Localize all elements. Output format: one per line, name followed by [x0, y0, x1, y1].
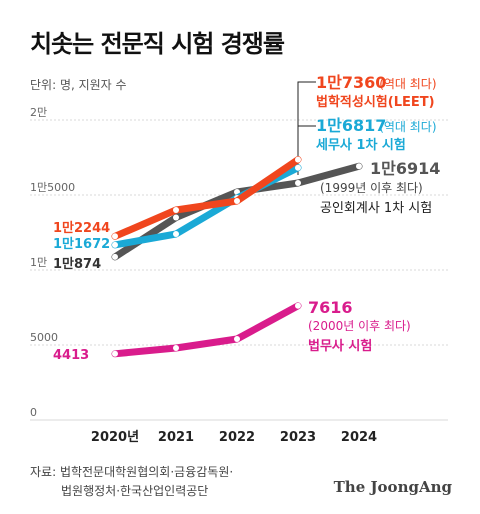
y-tick-label: 0: [30, 406, 37, 419]
data-point: [356, 163, 362, 170]
unit-label: 단위: 명, 지원자 수: [30, 78, 127, 92]
y-tick-label: 5000: [30, 331, 58, 344]
x-tick-label: 2023: [280, 430, 316, 445]
series-name-label: 법무사 시험: [308, 338, 372, 354]
data-point: [173, 345, 179, 351]
x-tick-label: 2020년: [91, 430, 139, 445]
y-tick-label: 1만5000: [30, 181, 75, 194]
data-point: [173, 231, 179, 237]
y-tick-label: 1만: [30, 256, 47, 269]
series-name-label: 세무사 1차 시험: [316, 137, 406, 153]
start-value-label: 1만2244: [53, 220, 110, 236]
data-point: [173, 214, 179, 221]
end-value-label: 1만7360: [316, 73, 386, 92]
data-point: [112, 233, 118, 240]
y-tick-label: 2만: [30, 106, 47, 119]
source-line-1: 자료: 법학전문대학원협의회·금융감독원·: [30, 465, 234, 479]
end-note-label: (역대 최다): [379, 120, 436, 134]
start-value-label: 4413: [53, 348, 89, 363]
end-note-label: (2000년 이후 최다): [308, 319, 411, 333]
grid: 0 5000 1만 1만5000 2만 2020년 2021 2022 2023 2024: [30, 81, 448, 445]
end-value-label: 7616: [308, 298, 353, 317]
chart-title: 치솟는 전문직 시험 경쟁률: [30, 30, 285, 58]
end-value-label: 1만6914: [370, 159, 440, 178]
series-lines: [111, 156, 363, 358]
data-point: [295, 180, 301, 186]
data-point: [234, 198, 240, 204]
data-point: [112, 241, 118, 248]
series-name-label: 공인회계사 1차 시험: [320, 201, 432, 216]
source-line-2: 법원행정처·한국산업인력공단: [61, 484, 209, 498]
leader-line: [297, 81, 316, 160]
end-note-label: (1999년 이후 최다): [320, 181, 423, 195]
x-tick-label: 2021: [158, 430, 194, 445]
x-tick-label: 2024: [341, 430, 377, 445]
publisher-logo: The JoongAng: [333, 478, 452, 496]
end-note-label: (역대 최다): [379, 77, 436, 91]
end-value-label: 1만6817: [316, 116, 386, 135]
data-point: [112, 350, 118, 357]
data-point: [173, 207, 179, 213]
data-point: [112, 253, 118, 260]
source-note: 자료: 법학전문대학원협의회·금융감독원· 법원행정처·한국산업인력공단: [30, 463, 280, 501]
series-name-label: 법학적성시험(LEET): [316, 94, 435, 110]
series-line: [111, 156, 302, 240]
start-value-label: 1만1672: [53, 236, 110, 252]
data-point: [295, 302, 301, 309]
data-point: [295, 164, 301, 171]
x-tick-label: 2022: [219, 430, 255, 445]
series-line: [111, 302, 302, 358]
data-point: [295, 156, 301, 163]
data-point: [234, 336, 240, 342]
start-value-label: 1만874: [53, 256, 101, 272]
